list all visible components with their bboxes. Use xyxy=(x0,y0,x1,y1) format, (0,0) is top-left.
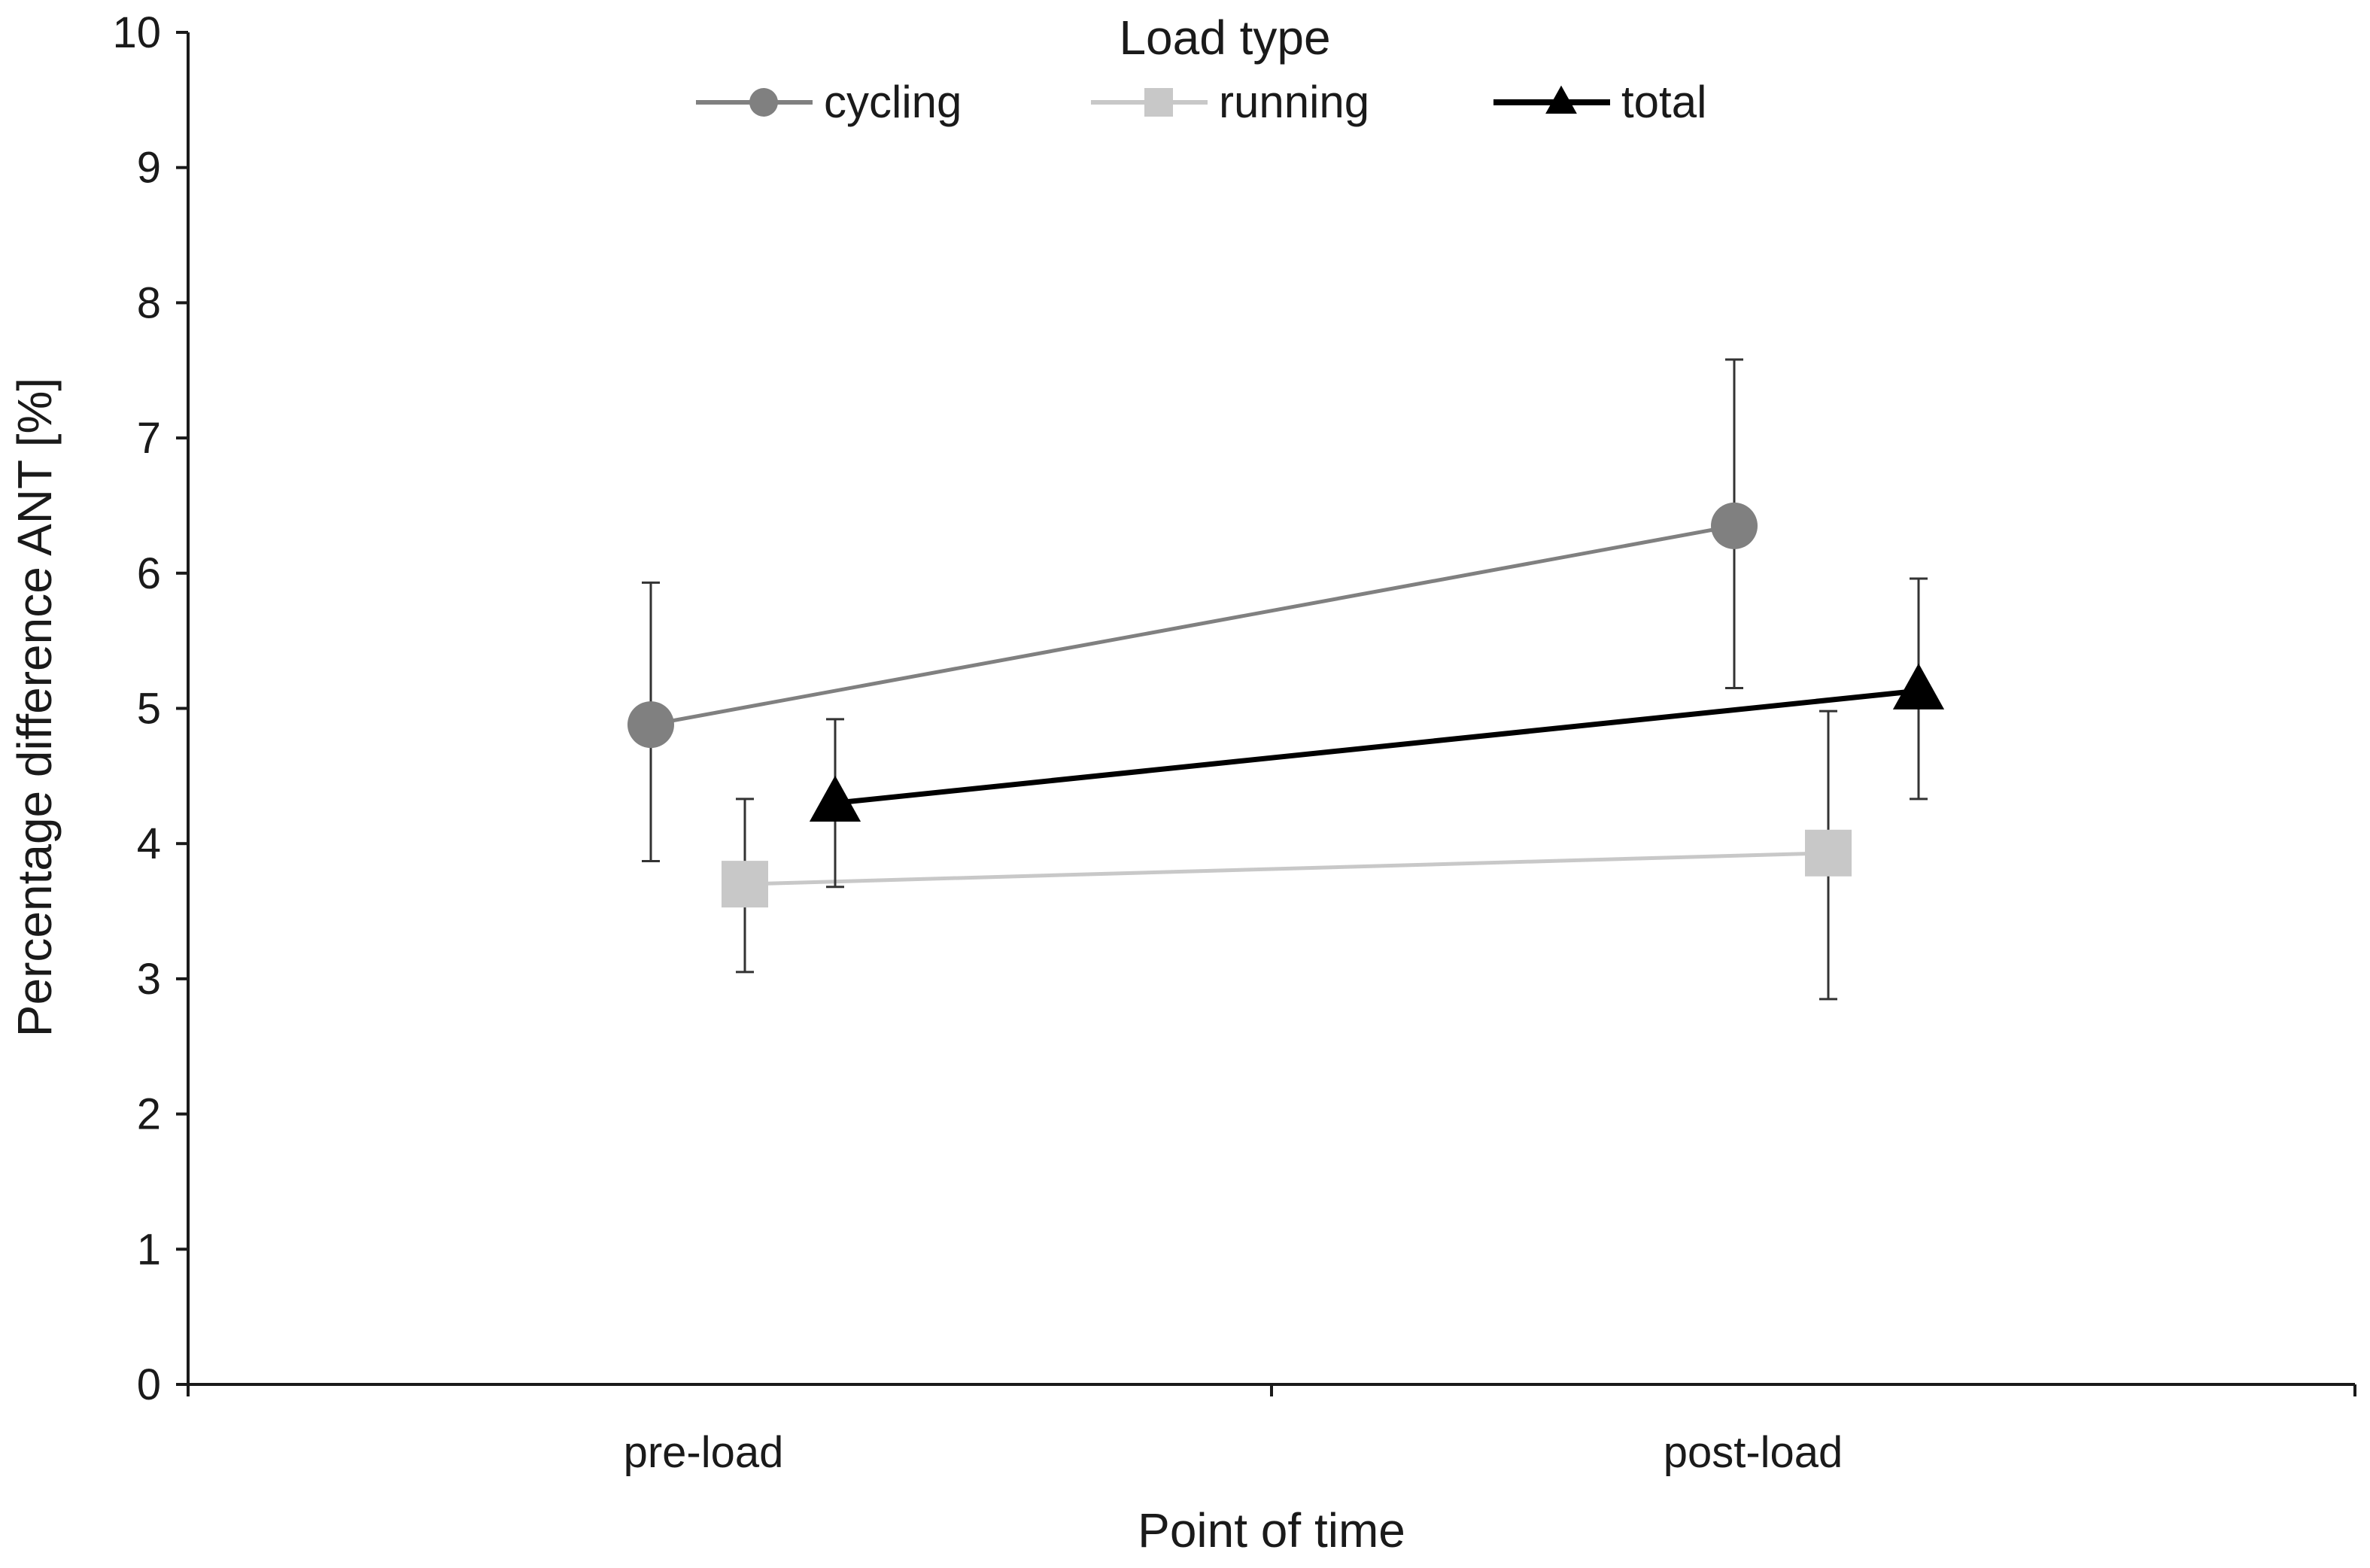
point-running-post-load xyxy=(1805,829,1852,877)
x-tick-label-post-load: post-load xyxy=(1664,1428,1843,1477)
series-line-total xyxy=(834,688,1919,806)
y-tick-label-2: 2 xyxy=(137,1090,161,1139)
y-tick-label-0: 0 xyxy=(137,1360,161,1409)
legend-label-running: running xyxy=(1219,77,1369,127)
y-tick-label-9: 9 xyxy=(137,144,161,193)
legend-marker-running xyxy=(1144,88,1173,117)
point-total-pre-load xyxy=(809,775,861,822)
y-tick-label-6: 6 xyxy=(137,549,161,598)
legend-marker-cycling xyxy=(749,88,778,117)
y-tick-label-5: 5 xyxy=(137,685,161,734)
legend-label-cycling: cycling xyxy=(824,77,962,127)
x-tick-label-pre-load: pre-load xyxy=(624,1428,784,1477)
point-total-post-load xyxy=(1892,663,1945,710)
point-running-pre-load xyxy=(722,861,768,908)
y-tick-label-10: 10 xyxy=(112,8,161,57)
y-tick-label-7: 7 xyxy=(137,414,161,463)
legend-title: Load type xyxy=(1119,11,1330,65)
y-axis-title: Percentage difference ANT [%] xyxy=(8,378,62,1037)
point-cycling-post-load xyxy=(1711,502,1758,549)
legend-marker-total xyxy=(1545,85,1577,114)
series-line-running xyxy=(744,851,1829,886)
x-axis-title: Point of time xyxy=(1138,1503,1405,1557)
y-tick-label-1: 1 xyxy=(137,1225,161,1274)
y-tick-label-8: 8 xyxy=(137,278,161,327)
y-tick-label-3: 3 xyxy=(137,955,161,1004)
point-cycling-pre-load xyxy=(627,701,674,749)
series-line-cycling xyxy=(650,524,1735,727)
y-tick-label-4: 4 xyxy=(137,819,161,868)
legend-label-total: total xyxy=(1621,77,1706,127)
